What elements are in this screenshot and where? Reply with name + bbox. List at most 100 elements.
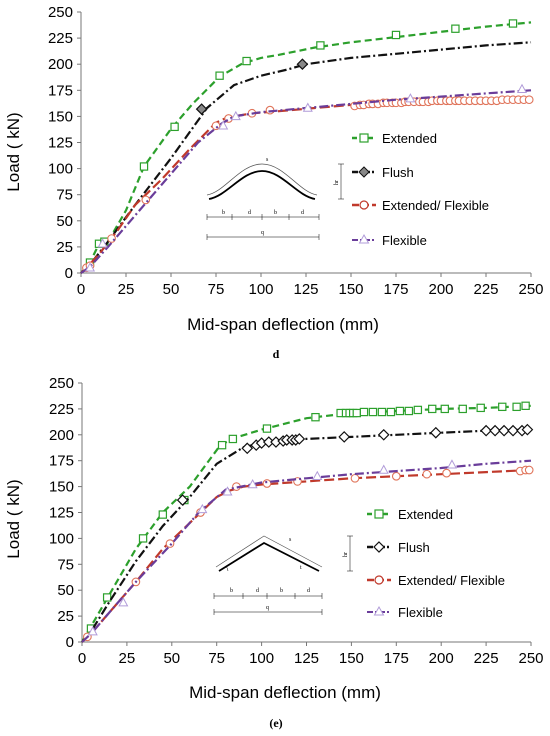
- data-point-extended: [359, 407, 369, 417]
- data-point-extended-flexible: [524, 95, 534, 105]
- data-point-extended-flexible: [141, 195, 151, 205]
- data-point-extended: [395, 406, 405, 416]
- data-point-flexible: [302, 102, 313, 112]
- data-point-flexible: [312, 470, 323, 480]
- legend-label-flush: Flush: [382, 165, 414, 180]
- y-axis-title: Load ( kN): [4, 112, 23, 191]
- legend: Extended Flush Extended/ Flexible Flexib…: [367, 507, 505, 620]
- legend-label-flexible: Flexible: [398, 605, 443, 620]
- inset-label-d1: d: [256, 588, 259, 594]
- x-tick-labels: 0 25 50 75 100 125 150 175 200 225 250: [77, 273, 544, 298]
- chart-panel-e: 0 25 50 75 100 125 150 175 200 225 250 0 25 50 75 100 1…: [0, 368, 550, 736]
- x-tick-label: 125: [294, 650, 319, 667]
- y-tick-label: 150: [48, 108, 73, 125]
- data-point-extended: [215, 71, 224, 80]
- x-tick-label: 250: [518, 650, 543, 667]
- data-point-extended: [139, 162, 149, 171]
- legend-label-extended-flexible: Extended/ Flexible: [398, 573, 505, 588]
- data-point-flush: [377, 428, 390, 441]
- x-axis-title: Mid-span deflection (mm): [187, 315, 379, 334]
- data-point-flexible: [516, 83, 528, 93]
- data-point-extended: [440, 404, 449, 414]
- inset-label-d2: d: [307, 588, 310, 594]
- inset-label-q: q: [266, 605, 269, 611]
- y-tick-label: 225: [49, 401, 74, 418]
- data-point-extended: [508, 19, 518, 28]
- data-point-extended-flexible: [211, 121, 221, 131]
- inset-label-hr: hr: [334, 180, 340, 185]
- data-point-flush: [293, 433, 306, 445]
- legend-item-flush: Flush: [352, 165, 414, 180]
- legend-label-flush: Flush: [398, 540, 430, 555]
- data-point-extended: [228, 434, 238, 444]
- data-point-flush: [195, 103, 208, 115]
- data-point-flexible: [230, 110, 241, 121]
- data-point-flexible: [247, 478, 258, 489]
- data-point-extended: [404, 406, 414, 416]
- inset-label-d1: d: [248, 210, 251, 216]
- y-tick-label: 250: [49, 375, 74, 392]
- data-point-flush: [338, 431, 351, 443]
- data-point-extended-flexible: [442, 468, 451, 478]
- inset-label-b1: b: [230, 588, 233, 594]
- y-tick-label: 200: [49, 427, 74, 444]
- x-tick-label: 0: [78, 650, 86, 667]
- x-tick-label: 25: [119, 650, 136, 667]
- data-point-flush: [296, 58, 309, 71]
- x-tick-label: 50: [163, 650, 180, 667]
- data-point-flush: [498, 424, 510, 437]
- x-tick-label: 100: [248, 281, 273, 298]
- data-point-extended: [311, 412, 320, 422]
- y-tick-label: 75: [56, 187, 73, 204]
- x-tick-label: 175: [383, 281, 408, 298]
- data-point-flush: [507, 424, 519, 437]
- y-tick-label: 25: [56, 239, 73, 256]
- legend-label-extended: Extended: [382, 131, 437, 146]
- data-point-extended: [217, 440, 227, 450]
- inset-ridge-profile: [218, 541, 320, 572]
- inset-labels: s hr t b d b d q: [230, 537, 349, 611]
- y-tick-label: 250: [48, 4, 73, 21]
- legend-item-extended: Extended: [352, 131, 437, 146]
- data-point-extended: [170, 122, 179, 132]
- data-point-flush: [521, 423, 534, 436]
- x-tick-label: 225: [473, 281, 498, 298]
- legend-item-extended: Extended: [367, 507, 453, 522]
- data-point-extended: [102, 593, 112, 602]
- legend-item-flexible: Flexible: [352, 233, 427, 248]
- data-point-flush: [480, 424, 492, 437]
- data-point-extended: [368, 407, 378, 417]
- inset-ridge-profile-outer: [215, 535, 323, 568]
- data-point-extended: [316, 41, 325, 50]
- x-tick-label: 200: [429, 650, 454, 667]
- data-point-extended-flexible: [350, 473, 360, 483]
- data-point-extended: [262, 424, 272, 433]
- chart-panel-d: 0 25 50 75 100 125 150 175 200 225 250 0 25 50 75 100 1…: [0, 0, 550, 365]
- y-tick-label: 125: [49, 505, 74, 522]
- series-line-flexible: [81, 459, 532, 643]
- inset-angle-arc: [225, 565, 229, 572]
- inset-label-b2: b: [274, 210, 277, 216]
- inset-curved-profile-outer: [206, 163, 318, 196]
- inset-label-hr: hr: [343, 552, 349, 557]
- y-tick-label: 50: [56, 213, 73, 230]
- y-tick-label: 25: [57, 608, 74, 625]
- inset-label-s: s: [289, 537, 292, 543]
- data-point-flexible: [378, 464, 389, 474]
- legend-label-flexible: Flexible: [382, 233, 427, 248]
- inset-label-d2: d: [301, 210, 304, 216]
- data-point-flexible: [87, 626, 98, 636]
- data-point-extended-flexible: [524, 465, 534, 475]
- data-point-extended-flexible: [165, 539, 175, 548]
- data-point-flexible: [197, 503, 208, 514]
- y-axis-title: Load ( kN): [4, 479, 23, 558]
- inset-label-s: s: [266, 157, 269, 163]
- y-tick-label: 125: [48, 135, 73, 152]
- legend-item-extended-flexible: Extended/ Flexible: [367, 573, 505, 588]
- data-point-extended-flexible: [262, 479, 272, 488]
- data-point-extended: [476, 403, 485, 413]
- data-point-extended: [158, 510, 168, 519]
- x-tick-label: 175: [384, 650, 409, 667]
- legend: Extended Flush Extended/ Flexible Flexib…: [352, 131, 489, 248]
